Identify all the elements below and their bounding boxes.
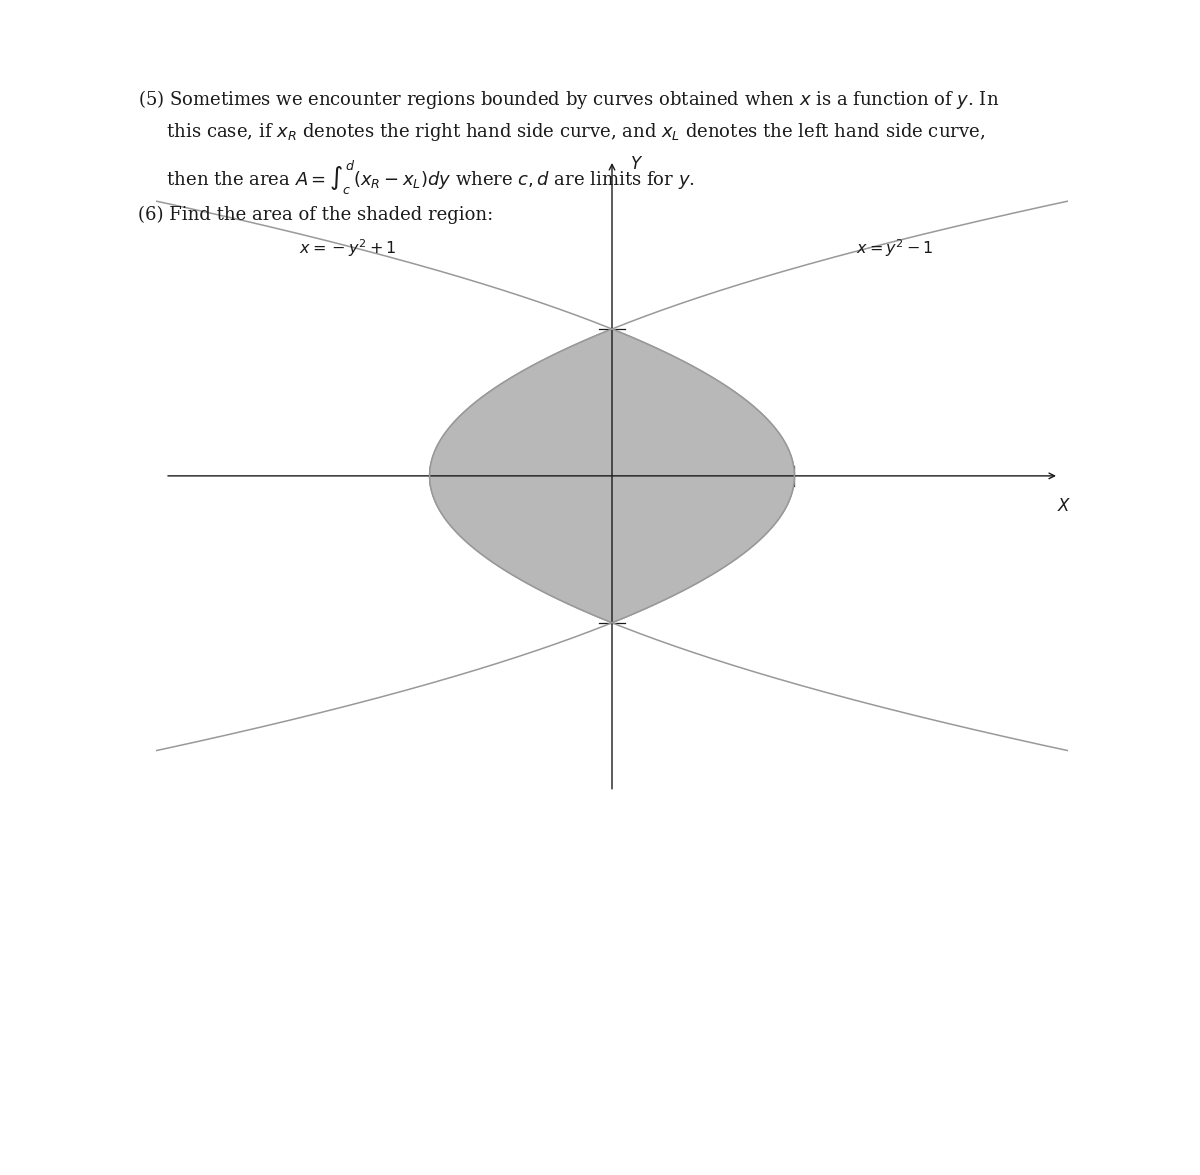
Text: $X$: $X$ <box>1057 498 1072 515</box>
Text: $x = -y^2 + 1$: $x = -y^2 + 1$ <box>299 237 396 258</box>
Polygon shape <box>430 329 794 623</box>
Text: $Y$: $Y$ <box>630 155 643 173</box>
Text: $x = y^2 - 1$: $x = y^2 - 1$ <box>856 237 934 258</box>
Text: (5) Sometimes we encounter regions bounded by curves obtained when $x$ is a func: (5) Sometimes we encounter regions bound… <box>138 88 1000 224</box>
